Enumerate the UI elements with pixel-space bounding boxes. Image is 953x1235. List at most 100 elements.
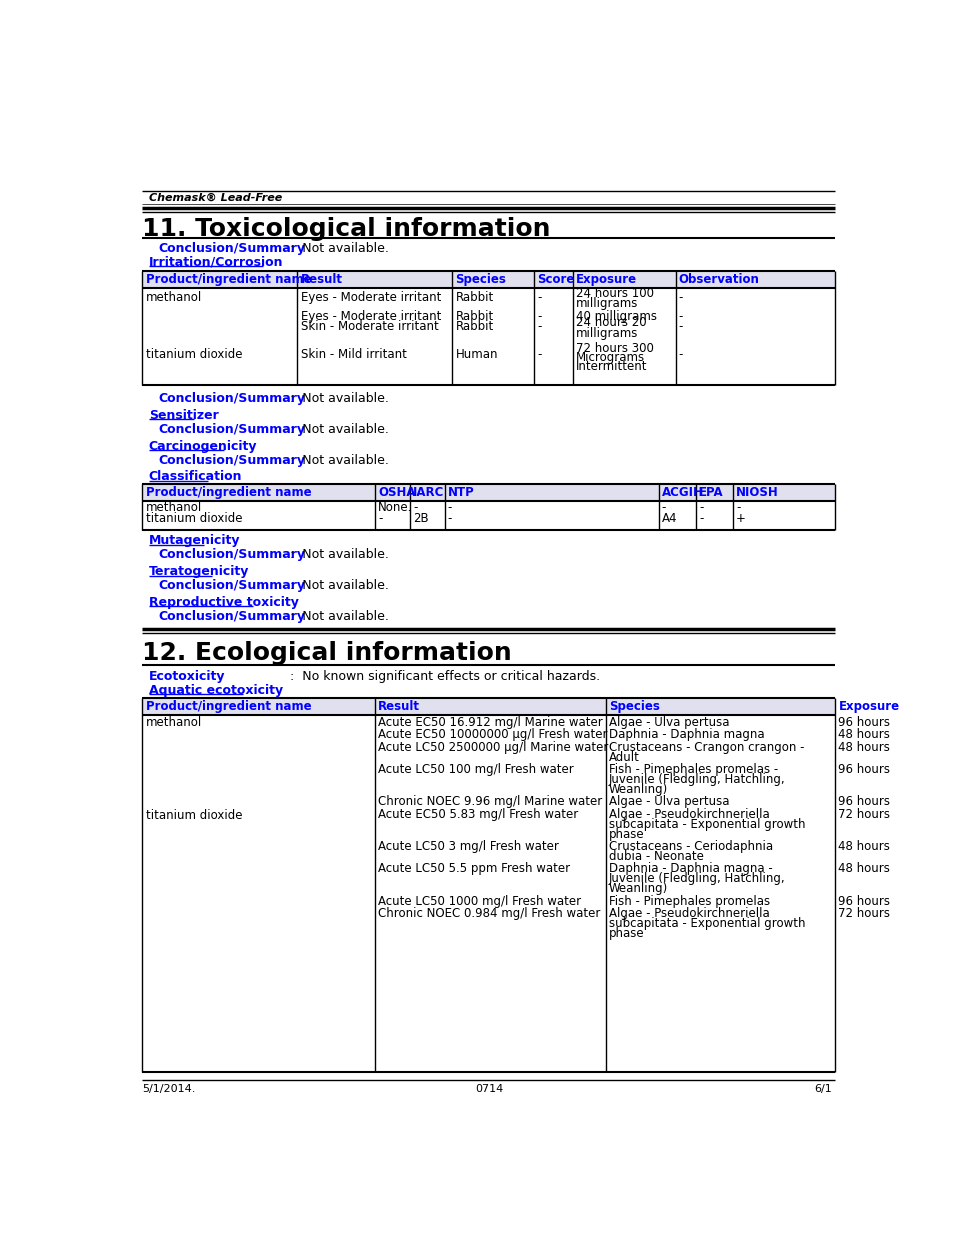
Text: Chronic NOEC 0.984 mg/l Fresh water: Chronic NOEC 0.984 mg/l Fresh water bbox=[377, 906, 599, 920]
Text: Micrograms: Micrograms bbox=[575, 351, 644, 364]
Text: Rabbit: Rabbit bbox=[456, 310, 494, 322]
Text: Acute LC50 3 mg/l Fresh water: Acute LC50 3 mg/l Fresh water bbox=[377, 840, 558, 853]
Text: 48 hours: 48 hours bbox=[838, 862, 889, 876]
Text: titanium dioxide: titanium dioxide bbox=[146, 513, 242, 525]
Text: -: - bbox=[537, 348, 540, 361]
Text: +: + bbox=[736, 513, 745, 525]
Text: -: - bbox=[661, 501, 665, 514]
Text: Weanling): Weanling) bbox=[608, 783, 668, 797]
Text: Acute EC50 5.83 mg/l Fresh water: Acute EC50 5.83 mg/l Fresh water bbox=[377, 808, 578, 821]
Text: dubia - Neonate: dubia - Neonate bbox=[608, 850, 703, 863]
Text: 6/1: 6/1 bbox=[814, 1084, 831, 1094]
Text: -: - bbox=[413, 501, 416, 514]
FancyBboxPatch shape bbox=[142, 484, 835, 501]
Text: Algae - Ulva pertusa: Algae - Ulva pertusa bbox=[608, 716, 729, 729]
Text: milligrams: milligrams bbox=[575, 326, 638, 340]
Text: 0714: 0714 bbox=[475, 1084, 502, 1094]
Text: -: - bbox=[537, 310, 540, 322]
Text: Conclusion/Summary: Conclusion/Summary bbox=[158, 453, 305, 467]
Text: 72 hours 300: 72 hours 300 bbox=[575, 342, 653, 354]
Text: Fish - Pimephales promelas: Fish - Pimephales promelas bbox=[608, 895, 769, 908]
Text: Ecotoxicity: Ecotoxicity bbox=[149, 669, 225, 683]
Text: -: - bbox=[537, 291, 540, 304]
Text: Classification: Classification bbox=[149, 471, 242, 483]
Text: 2B: 2B bbox=[413, 513, 428, 525]
Text: phase: phase bbox=[608, 827, 644, 841]
Text: Crustaceans - Crangon crangon -: Crustaceans - Crangon crangon - bbox=[608, 741, 803, 753]
Text: :  Not available.: : Not available. bbox=[290, 579, 388, 592]
Text: 48 hours: 48 hours bbox=[838, 741, 889, 753]
Text: subcapitata - Exponential growth: subcapitata - Exponential growth bbox=[608, 818, 804, 831]
Text: EPA: EPA bbox=[699, 485, 722, 499]
Text: -: - bbox=[699, 513, 702, 525]
Text: Rabbit: Rabbit bbox=[456, 320, 494, 333]
Text: :  No known significant effects or critical hazards.: : No known significant effects or critic… bbox=[290, 669, 599, 683]
Text: Aquatic ecotoxicity: Aquatic ecotoxicity bbox=[149, 684, 282, 697]
Text: methanol: methanol bbox=[146, 716, 202, 729]
Text: Human: Human bbox=[456, 348, 497, 361]
Text: Conclusion/Summary: Conclusion/Summary bbox=[158, 422, 305, 436]
Text: Product/ingredient name: Product/ingredient name bbox=[146, 485, 311, 499]
Text: Intermittent: Intermittent bbox=[575, 361, 646, 373]
Text: Crustaceans - Ceriodaphnia: Crustaceans - Ceriodaphnia bbox=[608, 840, 772, 853]
Text: Eyes - Moderate irritant: Eyes - Moderate irritant bbox=[300, 291, 440, 304]
Text: Chronic NOEC 9.96 mg/l Marine water: Chronic NOEC 9.96 mg/l Marine water bbox=[377, 795, 601, 809]
Text: A4: A4 bbox=[661, 513, 677, 525]
Text: Exposure: Exposure bbox=[575, 273, 637, 287]
Text: -: - bbox=[679, 320, 682, 333]
Text: Acute LC50 100 mg/l Fresh water: Acute LC50 100 mg/l Fresh water bbox=[377, 763, 574, 776]
Text: Mutagenicity: Mutagenicity bbox=[149, 535, 240, 547]
Text: ACGIH: ACGIH bbox=[661, 485, 703, 499]
Text: Product/ingredient name: Product/ingredient name bbox=[146, 700, 311, 713]
Text: Weanling): Weanling) bbox=[608, 883, 668, 895]
Text: titanium dioxide: titanium dioxide bbox=[146, 348, 242, 361]
Text: 96 hours: 96 hours bbox=[838, 895, 889, 908]
Text: Conclusion/Summary: Conclusion/Summary bbox=[158, 548, 305, 561]
Text: 96 hours: 96 hours bbox=[838, 716, 889, 729]
Text: 48 hours: 48 hours bbox=[838, 840, 889, 853]
Text: :  Not available.: : Not available. bbox=[290, 548, 388, 561]
Text: 12. Ecological information: 12. Ecological information bbox=[142, 641, 512, 666]
Text: Reproductive toxicity: Reproductive toxicity bbox=[149, 597, 298, 609]
Text: Daphnia - Daphnia magna -: Daphnia - Daphnia magna - bbox=[608, 862, 772, 876]
Text: Rabbit: Rabbit bbox=[456, 291, 494, 304]
Text: -: - bbox=[699, 501, 702, 514]
Text: -: - bbox=[377, 513, 382, 525]
Text: Conclusion/Summary: Conclusion/Summary bbox=[158, 391, 305, 405]
Text: Conclusion/Summary: Conclusion/Summary bbox=[158, 242, 305, 254]
Text: Skin - Mild irritant: Skin - Mild irritant bbox=[300, 348, 406, 361]
Text: titanium dioxide: titanium dioxide bbox=[146, 809, 242, 823]
Text: -: - bbox=[679, 310, 682, 322]
Text: :  Not available.: : Not available. bbox=[290, 242, 388, 254]
Text: Acute EC50 16.912 mg/l Marine water: Acute EC50 16.912 mg/l Marine water bbox=[377, 716, 602, 729]
Text: Carcinogenicity: Carcinogenicity bbox=[149, 440, 257, 453]
Text: Chemask® Lead-Free: Chemask® Lead-Free bbox=[149, 193, 282, 203]
Text: Conclusion/Summary: Conclusion/Summary bbox=[158, 579, 305, 592]
Text: :  Not available.: : Not available. bbox=[290, 610, 388, 622]
Text: 40 milligrams: 40 milligrams bbox=[575, 310, 656, 322]
Text: :  Not available.: : Not available. bbox=[290, 453, 388, 467]
Text: Algae - Pseudokirchneriella: Algae - Pseudokirchneriella bbox=[608, 906, 769, 920]
Text: methanol: methanol bbox=[146, 291, 202, 304]
Text: -: - bbox=[447, 501, 452, 514]
Text: Juvenile (Fledgling, Hatchling,: Juvenile (Fledgling, Hatchling, bbox=[608, 872, 785, 885]
Text: Species: Species bbox=[456, 273, 506, 287]
Text: 96 hours: 96 hours bbox=[838, 795, 889, 809]
Text: Juvenile (Fledgling, Hatchling,: Juvenile (Fledgling, Hatchling, bbox=[608, 773, 785, 787]
Text: Adult: Adult bbox=[608, 751, 639, 763]
Text: Teratogenicity: Teratogenicity bbox=[149, 566, 249, 578]
Text: Acute LC50 2500000 µg/l Marine water: Acute LC50 2500000 µg/l Marine water bbox=[377, 741, 608, 753]
Text: NTP: NTP bbox=[447, 485, 474, 499]
Text: -: - bbox=[679, 348, 682, 361]
Text: :  Not available.: : Not available. bbox=[290, 391, 388, 405]
Text: Result: Result bbox=[377, 700, 419, 713]
Text: subcapitata - Exponential growth: subcapitata - Exponential growth bbox=[608, 918, 804, 930]
Text: 24 hours 100: 24 hours 100 bbox=[575, 288, 653, 300]
Text: 24 hours 20: 24 hours 20 bbox=[575, 316, 646, 330]
Text: Acute EC50 10000000 µg/l Fresh water: Acute EC50 10000000 µg/l Fresh water bbox=[377, 729, 607, 741]
Text: Observation: Observation bbox=[679, 273, 759, 287]
Text: IARC: IARC bbox=[413, 485, 444, 499]
Text: 48 hours: 48 hours bbox=[838, 729, 889, 741]
Text: 5/1/2014.: 5/1/2014. bbox=[142, 1084, 195, 1094]
Text: Skin - Moderate irritant: Skin - Moderate irritant bbox=[300, 320, 437, 333]
